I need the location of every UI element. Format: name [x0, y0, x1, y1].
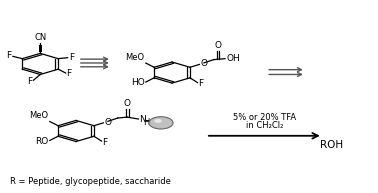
Text: O: O — [104, 118, 112, 127]
Text: N: N — [139, 115, 146, 124]
Text: 5% or 20% TFA: 5% or 20% TFA — [233, 113, 296, 122]
Text: OH: OH — [226, 54, 240, 63]
Text: MeO: MeO — [125, 53, 145, 62]
Text: F: F — [102, 137, 107, 146]
Text: O: O — [201, 59, 208, 68]
Text: F: F — [27, 77, 32, 86]
Text: O: O — [124, 99, 131, 108]
Text: F: F — [198, 79, 203, 88]
Text: F: F — [67, 69, 71, 78]
Circle shape — [149, 117, 173, 129]
Text: HO: HO — [131, 78, 145, 87]
Text: O: O — [215, 41, 222, 50]
Text: R = Peptide, glycopeptide, saccharide: R = Peptide, glycopeptide, saccharide — [10, 177, 171, 186]
Circle shape — [154, 119, 162, 123]
Text: MeO: MeO — [29, 111, 49, 120]
Text: in CH₂Cl₂: in CH₂Cl₂ — [246, 121, 283, 130]
Text: F: F — [69, 53, 74, 62]
Text: ROH: ROH — [320, 140, 343, 150]
Text: RO: RO — [36, 137, 49, 146]
Text: H: H — [143, 118, 150, 127]
Text: CN: CN — [34, 32, 46, 41]
Text: F: F — [6, 51, 11, 60]
